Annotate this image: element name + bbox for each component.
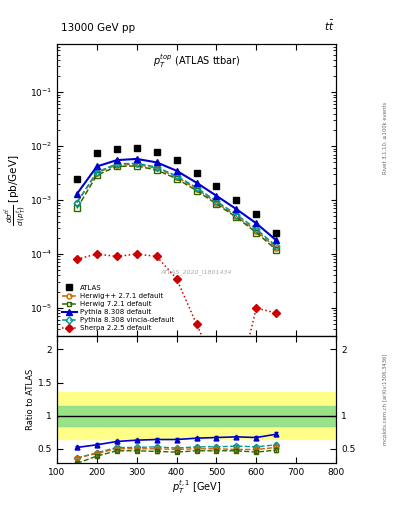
Sherpa 2.2.5 default — [75, 256, 79, 262]
Sherpa 2.2.5 default — [134, 251, 139, 257]
ATLAS — [94, 150, 99, 156]
ATLAS — [174, 157, 179, 163]
Line: Pythia 8.308 default: Pythia 8.308 default — [74, 156, 279, 243]
Herwig 7.2.1 default — [114, 163, 119, 169]
Text: ATLAS_2020_I1801434: ATLAS_2020_I1801434 — [161, 269, 232, 274]
Herwig++ 2.7.1 default — [94, 170, 99, 176]
ATLAS — [254, 211, 259, 217]
ATLAS — [154, 149, 159, 155]
Pythia 8.308 default — [154, 159, 159, 165]
Line: Herwig 7.2.1 default: Herwig 7.2.1 default — [74, 163, 279, 252]
Y-axis label: $\frac{d\sigma^{t\bar{t}}}{d\,(p_T^t)}$ [pb/GeV]: $\frac{d\sigma^{t\bar{t}}}{d\,(p_T^t)}$ … — [4, 154, 28, 226]
Herwig 7.2.1 default — [94, 172, 99, 178]
Sherpa 2.2.5 default — [154, 253, 159, 260]
Pythia 8.308 default — [114, 157, 119, 163]
Herwig++ 2.7.1 default — [274, 245, 279, 251]
ATLAS — [75, 176, 79, 182]
Text: $t\bar{t}$: $t\bar{t}$ — [323, 19, 334, 33]
Sherpa 2.2.5 default — [234, 387, 239, 393]
Pythia 8.308 vincia-default — [94, 169, 99, 175]
X-axis label: $p_T^{t,1}$ [GeV]: $p_T^{t,1}$ [GeV] — [172, 479, 221, 496]
Pythia 8.308 default — [75, 191, 79, 197]
Sherpa 2.2.5 default — [94, 251, 99, 257]
ATLAS — [234, 197, 239, 203]
Line: Sherpa 2.2.5 default: Sherpa 2.2.5 default — [74, 251, 279, 393]
Herwig 7.2.1 default — [254, 229, 259, 236]
Herwig++ 2.7.1 default — [174, 174, 179, 180]
Sherpa 2.2.5 default — [194, 321, 199, 327]
Herwig 7.2.1 default — [214, 201, 219, 207]
Bar — [57, 393, 336, 439]
Pythia 8.308 vincia-default — [234, 211, 239, 218]
Herwig 7.2.1 default — [134, 163, 139, 169]
Herwig++ 2.7.1 default — [214, 200, 219, 206]
Herwig 7.2.1 default — [75, 205, 79, 211]
Herwig++ 2.7.1 default — [194, 186, 199, 192]
Pythia 8.308 vincia-default — [254, 226, 259, 232]
Herwig++ 2.7.1 default — [134, 161, 139, 167]
Pythia 8.308 vincia-default — [134, 160, 139, 166]
Pythia 8.308 vincia-default — [75, 200, 79, 206]
Pythia 8.308 default — [274, 237, 279, 243]
Pythia 8.308 vincia-default — [274, 243, 279, 249]
Text: Rivet 3.1.10, ≥100k events: Rivet 3.1.10, ≥100k events — [383, 102, 387, 175]
Sherpa 2.2.5 default — [214, 364, 219, 370]
Sherpa 2.2.5 default — [274, 310, 279, 316]
Herwig++ 2.7.1 default — [234, 213, 239, 219]
Line: Pythia 8.308 vincia-default: Pythia 8.308 vincia-default — [75, 161, 279, 248]
Pythia 8.308 default — [234, 206, 239, 212]
Pythia 8.308 vincia-default — [174, 173, 179, 179]
Herwig 7.2.1 default — [274, 247, 279, 253]
Y-axis label: Ratio to ATLAS: Ratio to ATLAS — [26, 369, 35, 431]
ATLAS — [274, 229, 279, 236]
Herwig 7.2.1 default — [194, 187, 199, 194]
Pythia 8.308 default — [174, 167, 179, 174]
Text: $p_T^{top}$ (ATLAS ttbar): $p_T^{top}$ (ATLAS ttbar) — [152, 52, 241, 70]
Bar — [57, 406, 336, 425]
Line: ATLAS: ATLAS — [74, 145, 279, 236]
Pythia 8.308 default — [94, 163, 99, 169]
ATLAS — [214, 183, 219, 189]
Line: Herwig++ 2.7.1 default: Herwig++ 2.7.1 default — [74, 162, 279, 250]
Legend: ATLAS, Herwig++ 2.7.1 default, Herwig 7.2.1 default, Pythia 8.308 default, Pythi: ATLAS, Herwig++ 2.7.1 default, Herwig 7.… — [61, 284, 176, 333]
Text: 13000 GeV pp: 13000 GeV pp — [61, 23, 135, 33]
Pythia 8.308 vincia-default — [154, 164, 159, 170]
Herwig 7.2.1 default — [234, 214, 239, 220]
Herwig++ 2.7.1 default — [114, 162, 119, 168]
Sherpa 2.2.5 default — [114, 253, 119, 260]
Pythia 8.308 default — [194, 180, 199, 186]
Pythia 8.308 vincia-default — [194, 185, 199, 191]
Pythia 8.308 default — [254, 220, 259, 226]
Pythia 8.308 default — [134, 156, 139, 162]
Text: mcplots.cern.ch [arXiv:1306.3436]: mcplots.cern.ch [arXiv:1306.3436] — [383, 354, 387, 445]
Herwig 7.2.1 default — [154, 167, 159, 173]
Sherpa 2.2.5 default — [174, 275, 179, 282]
Pythia 8.308 vincia-default — [214, 198, 219, 204]
Herwig++ 2.7.1 default — [75, 200, 79, 206]
Herwig++ 2.7.1 default — [154, 165, 159, 172]
ATLAS — [194, 170, 199, 176]
Herwig++ 2.7.1 default — [254, 228, 259, 234]
Herwig 7.2.1 default — [174, 176, 179, 182]
Sherpa 2.2.5 default — [254, 305, 259, 311]
ATLAS — [134, 145, 139, 151]
Pythia 8.308 default — [214, 193, 219, 199]
ATLAS — [114, 145, 119, 152]
Pythia 8.308 vincia-default — [114, 161, 119, 167]
